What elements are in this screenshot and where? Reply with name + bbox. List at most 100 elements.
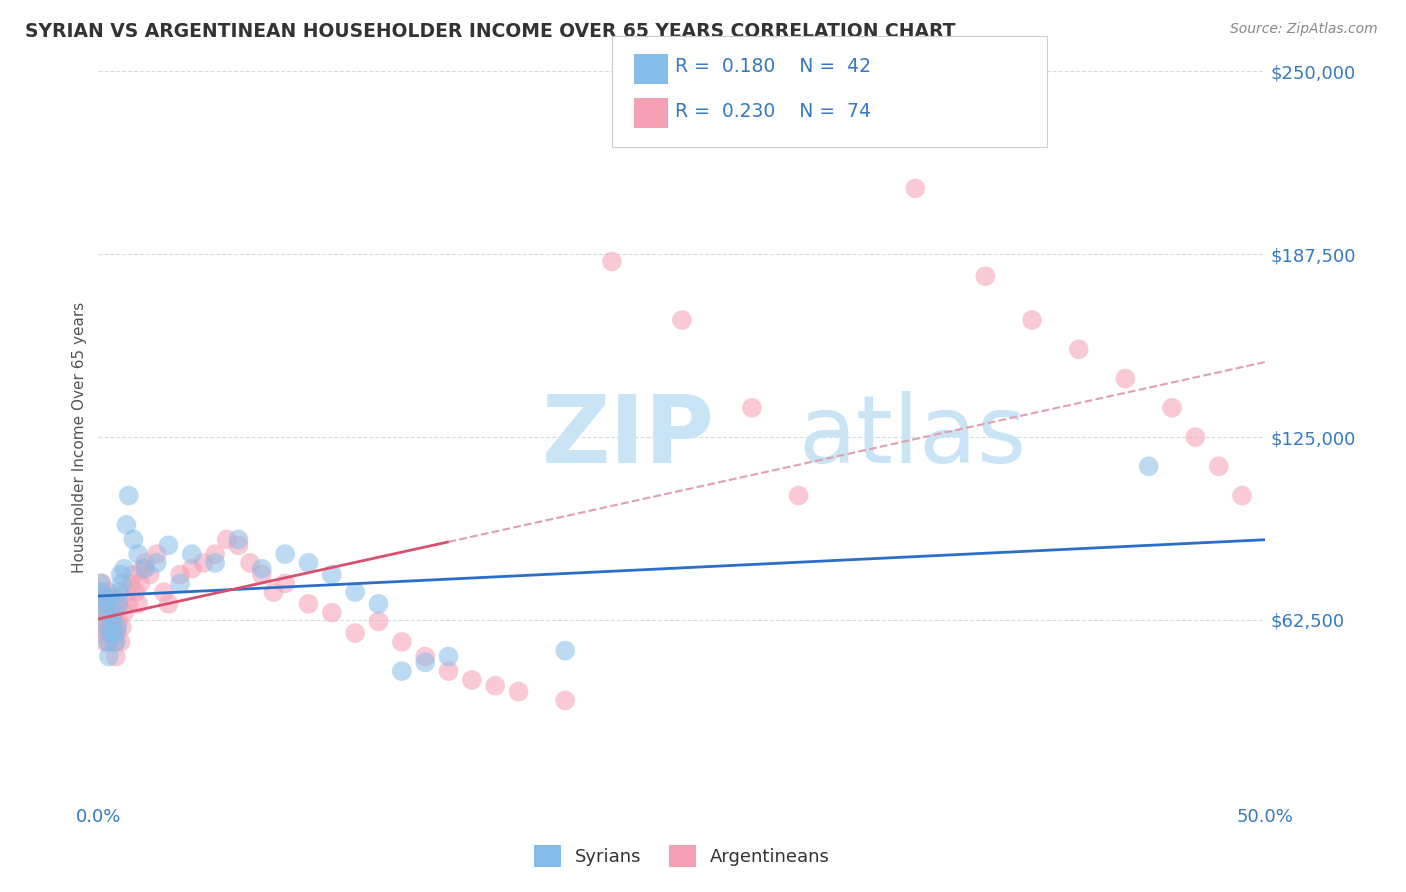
Legend: Syrians, Argentineans: Syrians, Argentineans <box>526 838 838 874</box>
Argentineans <box>125 585 148 599</box>
Argentineans <box>120 576 142 591</box>
Argentineans <box>152 585 174 599</box>
Argentineans <box>437 664 460 678</box>
Syrians <box>157 538 180 552</box>
Argentineans <box>391 635 413 649</box>
Argentineans <box>111 620 134 634</box>
Argentineans <box>139 567 162 582</box>
Argentineans <box>90 585 112 599</box>
Argentineans <box>122 567 145 582</box>
Argentineans <box>94 615 117 629</box>
Argentineans <box>100 606 122 620</box>
Argentineans <box>413 649 436 664</box>
Argentineans <box>97 585 120 599</box>
Syrians <box>104 635 127 649</box>
Syrians <box>250 562 273 576</box>
Argentineans <box>1114 371 1136 385</box>
Argentineans <box>146 547 169 561</box>
Argentineans <box>274 576 297 591</box>
Argentineans <box>1161 401 1184 415</box>
Argentineans <box>93 620 115 634</box>
Syrians <box>93 591 115 605</box>
Argentineans <box>112 606 135 620</box>
Argentineans <box>97 635 120 649</box>
Argentineans <box>461 673 484 687</box>
Argentineans <box>90 576 112 591</box>
Text: ZIP: ZIP <box>541 391 714 483</box>
Argentineans <box>134 556 156 570</box>
Syrians <box>274 547 297 561</box>
Syrians <box>127 547 149 561</box>
Syrians <box>391 664 413 678</box>
Syrians <box>115 517 138 532</box>
Syrians <box>110 567 132 582</box>
Argentineans <box>787 489 810 503</box>
Syrians <box>112 562 135 576</box>
Argentineans <box>129 576 152 591</box>
Syrians <box>146 556 169 570</box>
Argentineans <box>671 313 693 327</box>
Argentineans <box>193 556 215 570</box>
Syrians <box>321 567 343 582</box>
Argentineans <box>108 597 131 611</box>
Syrians <box>297 556 319 570</box>
Argentineans <box>107 615 129 629</box>
Argentineans <box>1067 343 1090 357</box>
Syrians <box>111 576 134 591</box>
Argentineans <box>741 401 763 415</box>
Argentineans <box>1021 313 1043 327</box>
Argentineans <box>484 679 506 693</box>
Syrians <box>101 591 124 605</box>
Argentineans <box>127 597 149 611</box>
Syrians <box>367 597 389 611</box>
Argentineans <box>91 606 114 620</box>
Argentineans <box>180 562 202 576</box>
Argentineans <box>215 533 238 547</box>
Argentineans <box>1208 459 1230 474</box>
Syrians <box>104 626 127 640</box>
Argentineans <box>239 556 262 570</box>
Syrians <box>122 533 145 547</box>
Syrians <box>105 620 128 634</box>
Argentineans <box>321 606 343 620</box>
Argentineans <box>93 626 115 640</box>
Syrians <box>97 649 120 664</box>
Syrians <box>1137 459 1160 474</box>
Syrians <box>108 585 131 599</box>
Syrians <box>91 597 114 611</box>
Syrians <box>169 576 191 591</box>
Argentineans <box>1230 489 1253 503</box>
Argentineans <box>904 181 927 195</box>
Argentineans <box>101 591 124 605</box>
Syrians <box>96 620 118 634</box>
Syrians <box>103 606 125 620</box>
Syrians <box>204 556 226 570</box>
Syrians <box>437 649 460 664</box>
Argentineans <box>228 538 250 552</box>
Y-axis label: Householder Income Over 65 years: Householder Income Over 65 years <box>72 301 87 573</box>
Syrians <box>98 626 121 640</box>
Argentineans <box>94 635 117 649</box>
Argentineans <box>344 626 367 640</box>
Syrians <box>107 597 129 611</box>
Argentineans <box>132 562 155 576</box>
Argentineans <box>157 597 180 611</box>
Syrians <box>228 533 250 547</box>
Syrians <box>90 585 112 599</box>
Syrians <box>100 615 122 629</box>
Argentineans <box>118 597 141 611</box>
Argentineans <box>97 626 120 640</box>
Argentineans <box>105 626 128 640</box>
Syrians <box>97 635 120 649</box>
Text: R =  0.230    N =  74: R = 0.230 N = 74 <box>675 102 870 121</box>
Argentineans <box>90 597 112 611</box>
Syrians <box>134 562 156 576</box>
Argentineans <box>250 567 273 582</box>
Text: atlas: atlas <box>799 391 1026 483</box>
Syrians <box>554 643 576 657</box>
Argentineans <box>104 649 127 664</box>
Argentineans <box>110 635 132 649</box>
Text: Source: ZipAtlas.com: Source: ZipAtlas.com <box>1230 22 1378 37</box>
Argentineans <box>169 567 191 582</box>
Syrians <box>180 547 202 561</box>
